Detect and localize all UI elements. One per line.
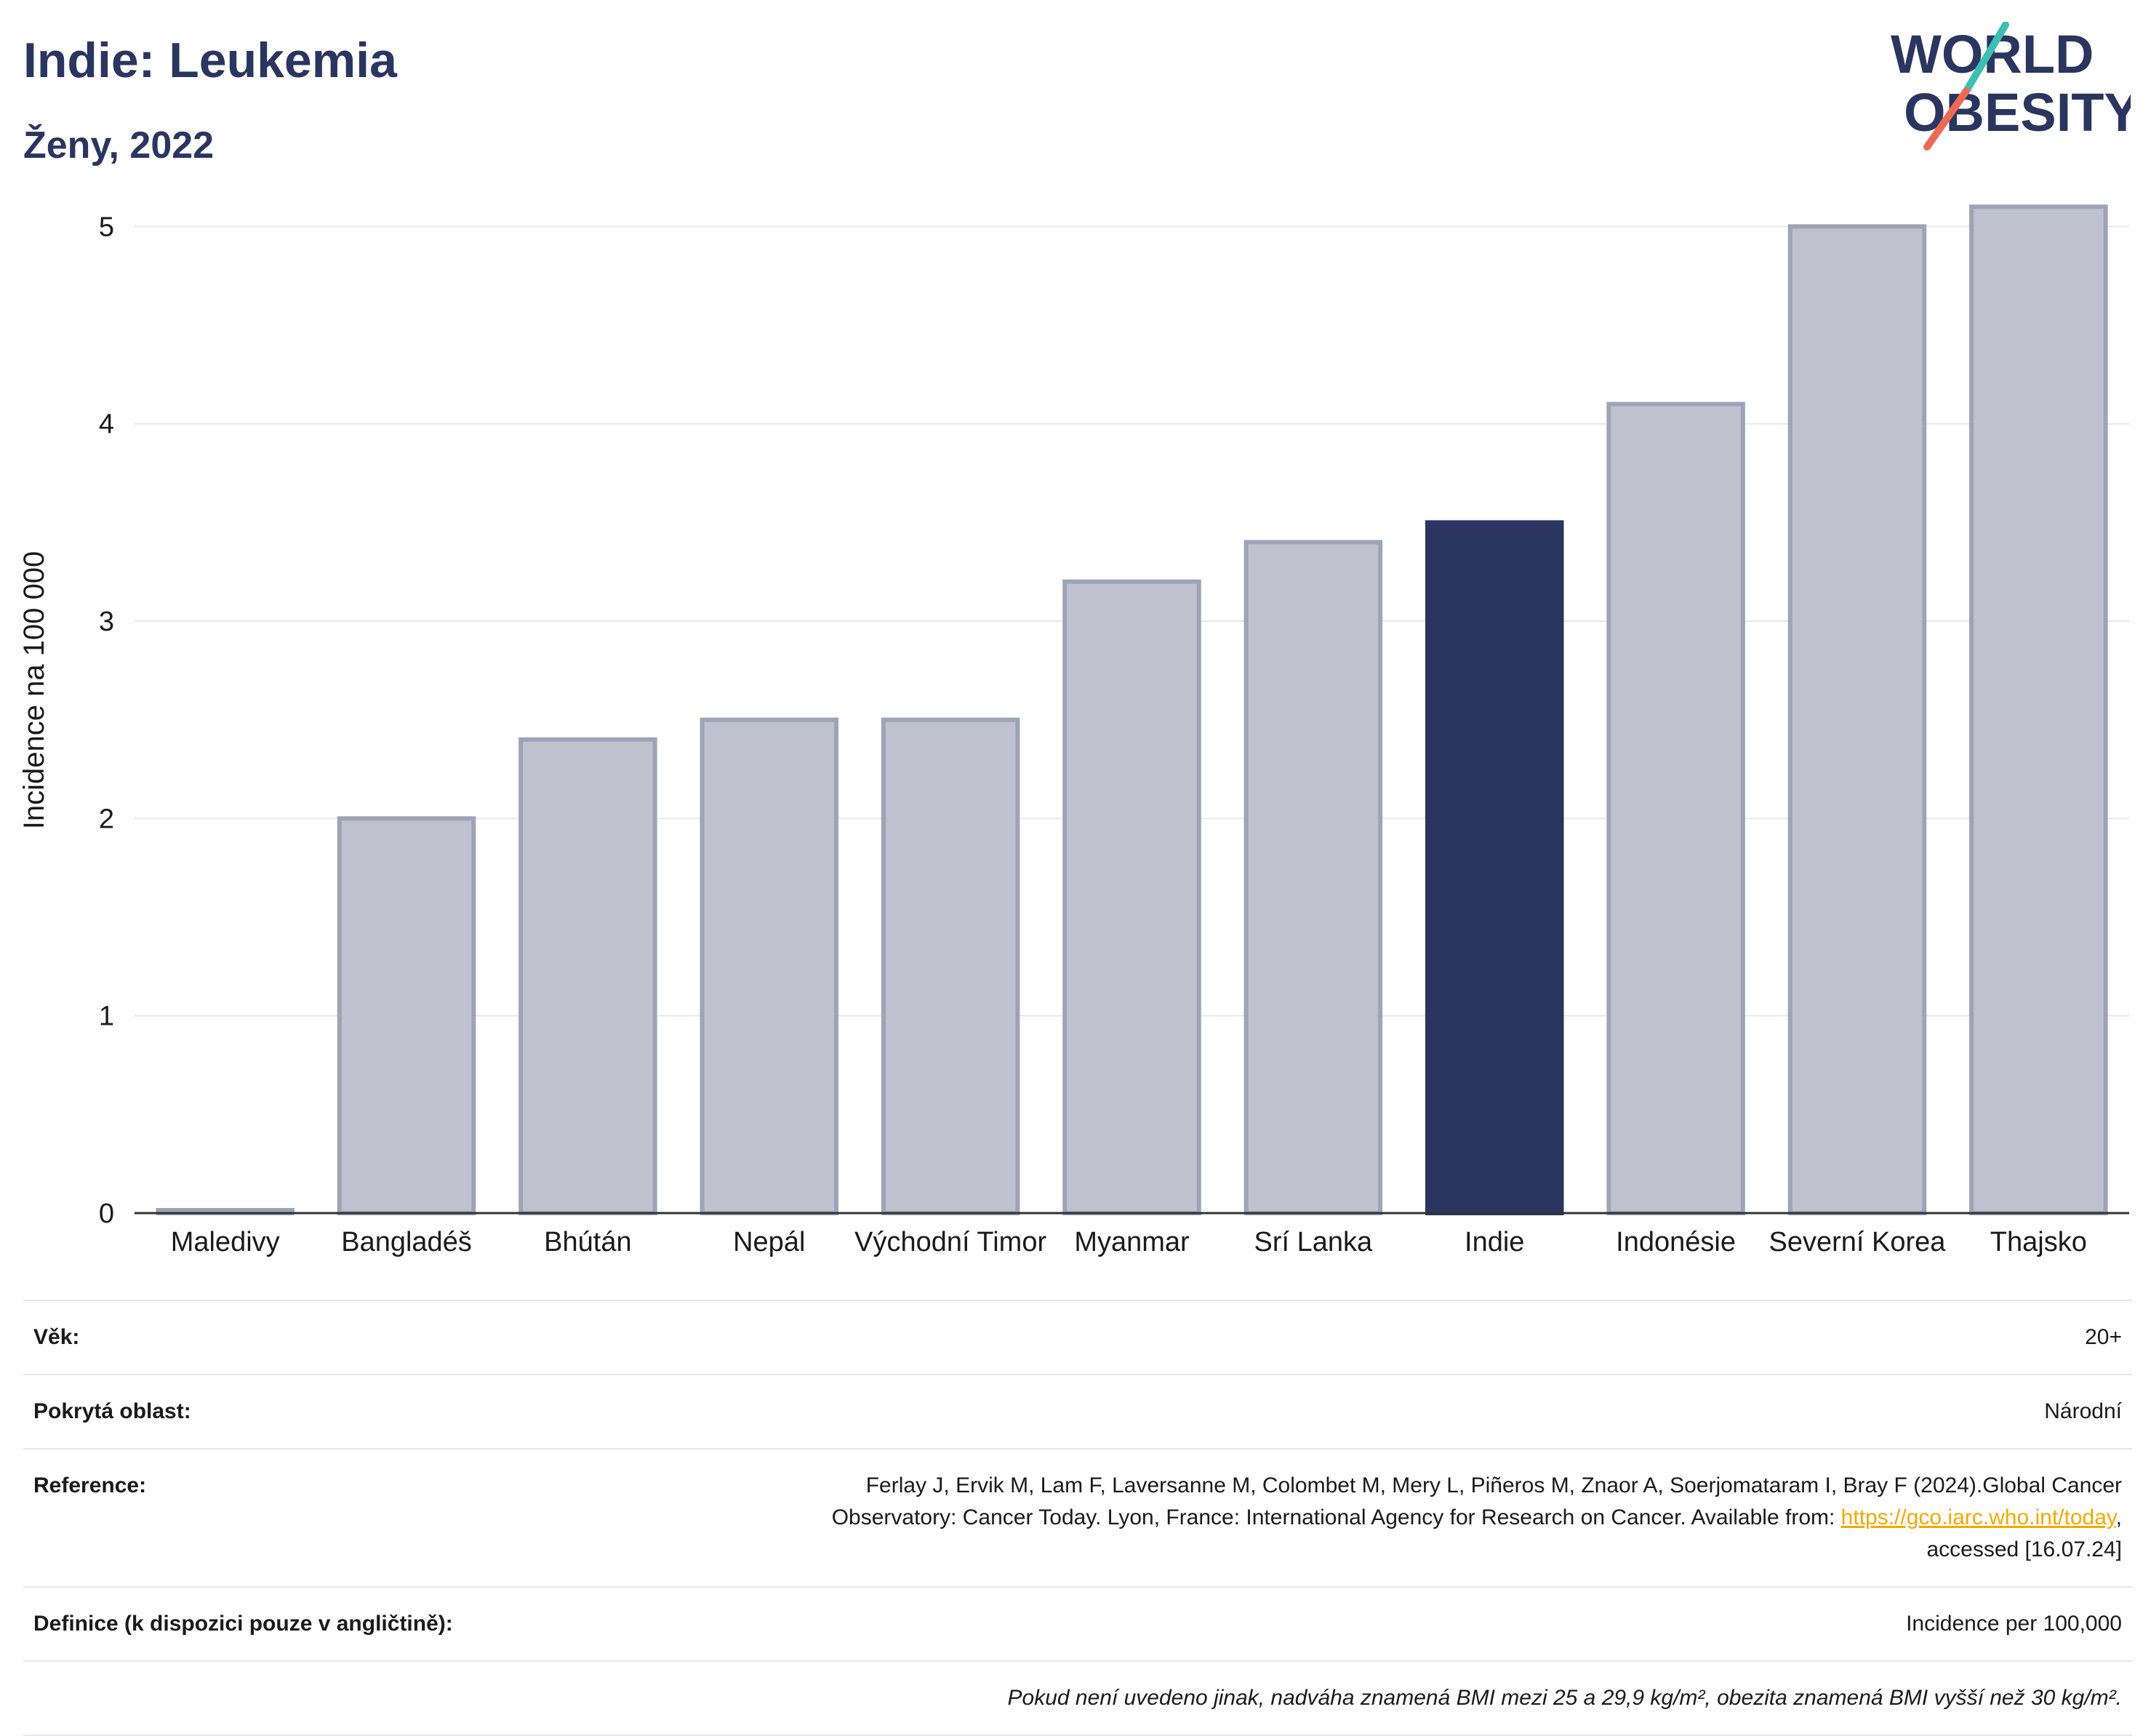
bar-nepál xyxy=(700,717,839,1215)
reference-text-3: , xyxy=(2115,1505,2122,1529)
definition-value: Incidence per 100,000 xyxy=(553,1586,2132,1662)
x-tick-label: Myanmar xyxy=(1074,1227,1190,1257)
y-axis-label: Incidence na 100 000 xyxy=(18,551,50,830)
bar-severní-korea xyxy=(1787,224,1927,1215)
age-value: 20+ xyxy=(553,1300,2132,1375)
metadata-table: Věk: 20+ Pokrytá oblast: Národní Referen… xyxy=(23,1300,2132,1736)
x-tick-label: Nepál xyxy=(733,1227,805,1257)
bar-myanmar xyxy=(1062,579,1201,1215)
x-tick-label: Thajsko xyxy=(1990,1227,2087,1257)
x-tick-labels: Maledivy Bangladéš Bhútán Nepál Východní Tim… xyxy=(171,1227,2087,1257)
note-label-empty xyxy=(23,1660,553,1736)
definition-label: Definice (k dispozici pouze v angličtině… xyxy=(23,1586,553,1662)
bar-indie xyxy=(1425,520,1564,1215)
bar-thajsko xyxy=(1969,204,2108,1215)
y-tick-label: 1 xyxy=(99,1001,114,1032)
reference-value: Ferlay J, Ervik M, Lam F, Laversanne M, … xyxy=(553,1448,2132,1588)
y-tick-label: 4 xyxy=(99,409,114,440)
x-tick-label: Srí Lanka xyxy=(1254,1227,1374,1257)
meta-row-age: Věk: 20+ xyxy=(23,1300,2132,1375)
bar-chart: 0 1 2 3 4 5 Maledivy Bangladéš Bhútán Nepál Výcho… xyxy=(18,204,2129,1257)
x-tick-label: Indonésie xyxy=(1616,1227,1736,1257)
reference-text-2: Observatory: Cancer Today. Lyon, France:… xyxy=(831,1505,1841,1529)
x-tick-label: Indie xyxy=(1465,1227,1524,1257)
bar-bangladéš xyxy=(337,816,476,1215)
world-obesity-logo: WORLD OBESITY xyxy=(1891,22,2131,151)
y-tick-label: 3 xyxy=(99,607,114,637)
reference-text-1: Ferlay J, Ervik M, Lam F, Laversanne M, … xyxy=(865,1473,2122,1497)
x-tick-label: Severní Korea xyxy=(1769,1227,1946,1257)
bar-indonésie xyxy=(1606,401,1745,1215)
x-tick-label: Bhútán xyxy=(544,1227,631,1257)
reference-text-4: accessed [16.07.24] xyxy=(1926,1537,2122,1561)
y-tick-label: 5 xyxy=(99,212,114,242)
coverage-value: Národní xyxy=(553,1374,2132,1449)
x-tick-label: Maledivy xyxy=(171,1227,280,1257)
x-tick-label: Bangladéš xyxy=(341,1227,472,1257)
y-tick-label: 0 xyxy=(99,1199,114,1229)
bars xyxy=(156,204,2108,1215)
page-title: Indie: Leukemia xyxy=(23,33,397,88)
age-label: Věk: xyxy=(23,1300,553,1375)
y-tick-label: 2 xyxy=(99,804,114,834)
bar-srí-lanka xyxy=(1243,540,1383,1215)
meta-row-reference: Reference: Ferlay J, Ervik M, Lam F, Lav… xyxy=(23,1448,2132,1588)
meta-row-definition: Definice (k dispozici pouze v angličtině… xyxy=(23,1586,2132,1662)
page-subtitle: Ženy, 2022 xyxy=(23,124,215,167)
x-tick-label: Východní Timor xyxy=(854,1227,1046,1257)
y-tick-labels: 0 1 2 3 4 5 xyxy=(99,212,114,1229)
reference-label: Reference: xyxy=(23,1448,553,1588)
bar-bhútán xyxy=(518,737,657,1215)
bar-východní-timor xyxy=(881,717,1020,1215)
meta-row-coverage: Pokrytá oblast: Národní xyxy=(23,1374,2132,1449)
bmi-note: Pokud není uvedeno jinak, nadváha znamen… xyxy=(553,1660,2132,1736)
reference-link[interactable]: https://gco.iarc.who.int/today xyxy=(1840,1505,2116,1529)
coverage-label: Pokrytá oblast: xyxy=(23,1374,553,1449)
meta-row-note: Pokud není uvedeno jinak, nadváha znamen… xyxy=(23,1660,2132,1736)
logo-slash-teal xyxy=(1963,22,2009,95)
logo-slash-coral xyxy=(1923,87,1970,151)
